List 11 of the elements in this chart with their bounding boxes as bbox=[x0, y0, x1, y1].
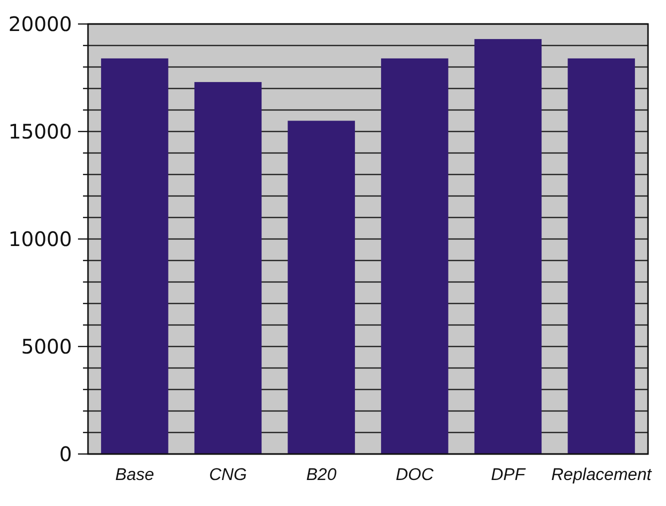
x-tick-label: Replacement bbox=[551, 465, 653, 484]
x-tick-label: DPF bbox=[491, 465, 527, 484]
x-tick-label: Base bbox=[115, 465, 154, 484]
y-tick-label: 20000 bbox=[8, 12, 72, 36]
x-tick-label: DOC bbox=[396, 465, 434, 484]
y-tick-label: 5000 bbox=[21, 334, 72, 358]
x-tick-label: B20 bbox=[306, 465, 337, 484]
y-tick-label: 15000 bbox=[8, 120, 72, 144]
x-tick-label: CNG bbox=[209, 465, 247, 484]
y-tick-label: 0 bbox=[59, 442, 72, 466]
y-tick-label: 10000 bbox=[8, 227, 72, 251]
